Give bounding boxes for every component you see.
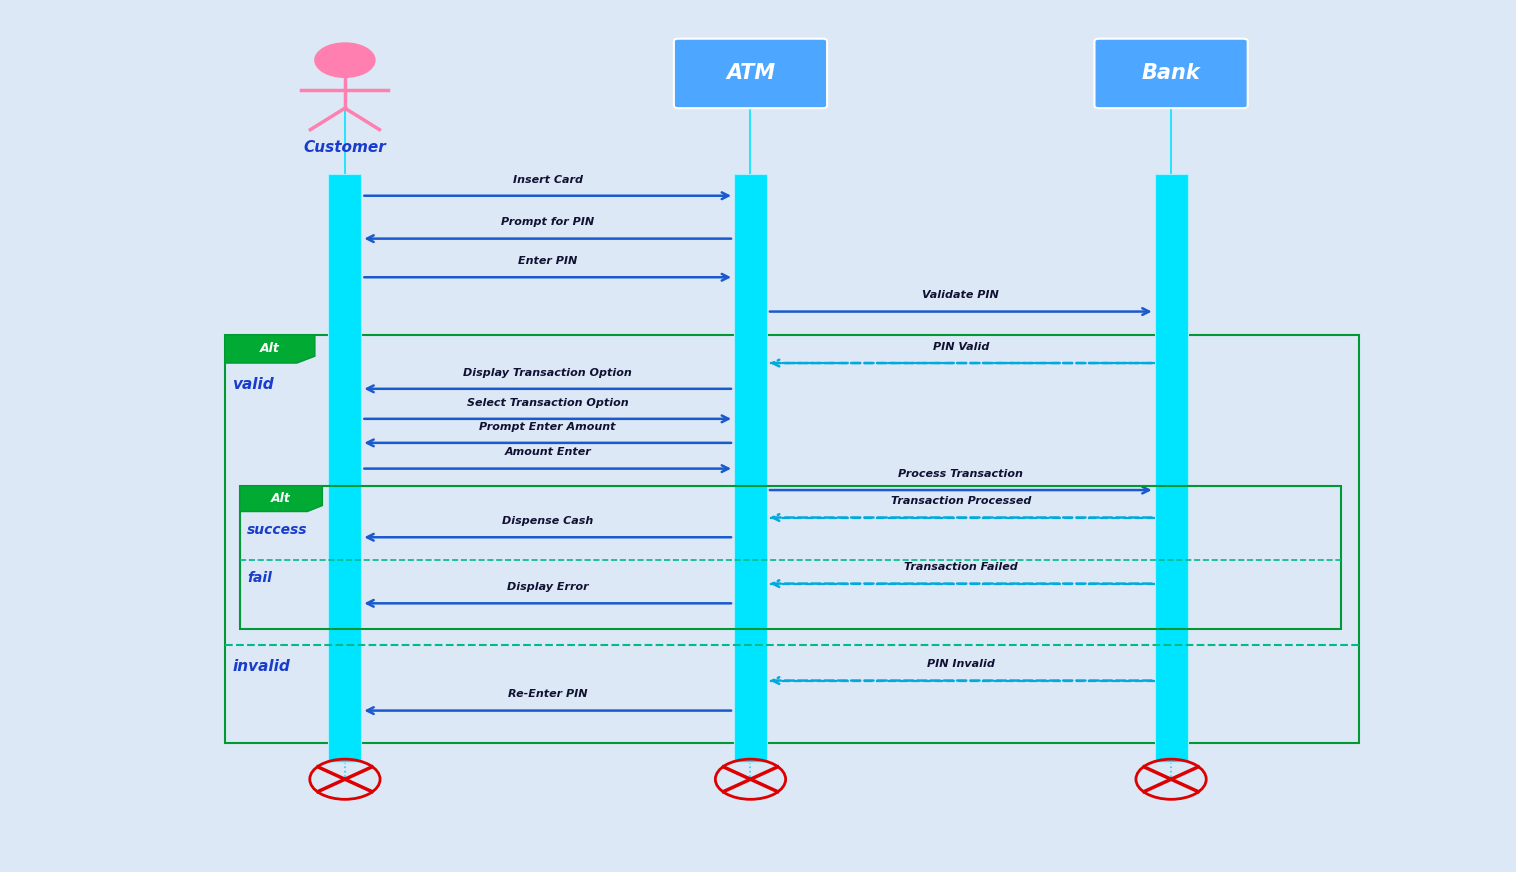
Bar [734, 174, 767, 762]
Text: Prompt Enter Amount: Prompt Enter Amount [479, 422, 615, 432]
Text: Validate PIN: Validate PIN [922, 290, 999, 301]
Text: Select Transaction Option: Select Transaction Option [467, 398, 629, 408]
Polygon shape [240, 486, 323, 512]
Text: fail: fail [247, 570, 273, 584]
Text: invalid: invalid [232, 659, 290, 674]
Bar [329, 174, 361, 762]
Text: PIN Valid: PIN Valid [932, 342, 988, 352]
Text: Enter PIN: Enter PIN [518, 256, 578, 266]
Text: Transaction Failed: Transaction Failed [904, 562, 1017, 572]
Text: ATM: ATM [726, 64, 775, 84]
Text: Re-Enter PIN: Re-Enter PIN [508, 690, 588, 699]
Text: Alt: Alt [271, 492, 291, 505]
Text: Display Error: Display Error [506, 582, 588, 592]
Text: PIN Invalid: PIN Invalid [926, 659, 994, 670]
Text: Insert Card: Insert Card [512, 174, 582, 185]
Text: Alt: Alt [259, 343, 280, 356]
Bar [224, 335, 1358, 743]
Text: Bank: Bank [1142, 64, 1201, 84]
Text: Prompt for PIN: Prompt for PIN [502, 217, 594, 228]
FancyBboxPatch shape [1095, 38, 1248, 108]
FancyBboxPatch shape [675, 38, 828, 108]
Text: valid: valid [232, 377, 274, 392]
Text: Display Transaction Option: Display Transaction Option [464, 368, 632, 378]
Text: Amount Enter: Amount Enter [505, 447, 591, 458]
Text: Customer: Customer [303, 140, 387, 155]
Text: Transaction Processed: Transaction Processed [890, 496, 1031, 507]
Bar [1155, 174, 1187, 762]
Text: Process Transaction: Process Transaction [899, 469, 1023, 479]
Bar [240, 486, 1340, 629]
Circle shape [315, 43, 374, 78]
Polygon shape [224, 335, 315, 363]
Text: success: success [247, 523, 308, 537]
Text: Dispense Cash: Dispense Cash [502, 516, 593, 526]
